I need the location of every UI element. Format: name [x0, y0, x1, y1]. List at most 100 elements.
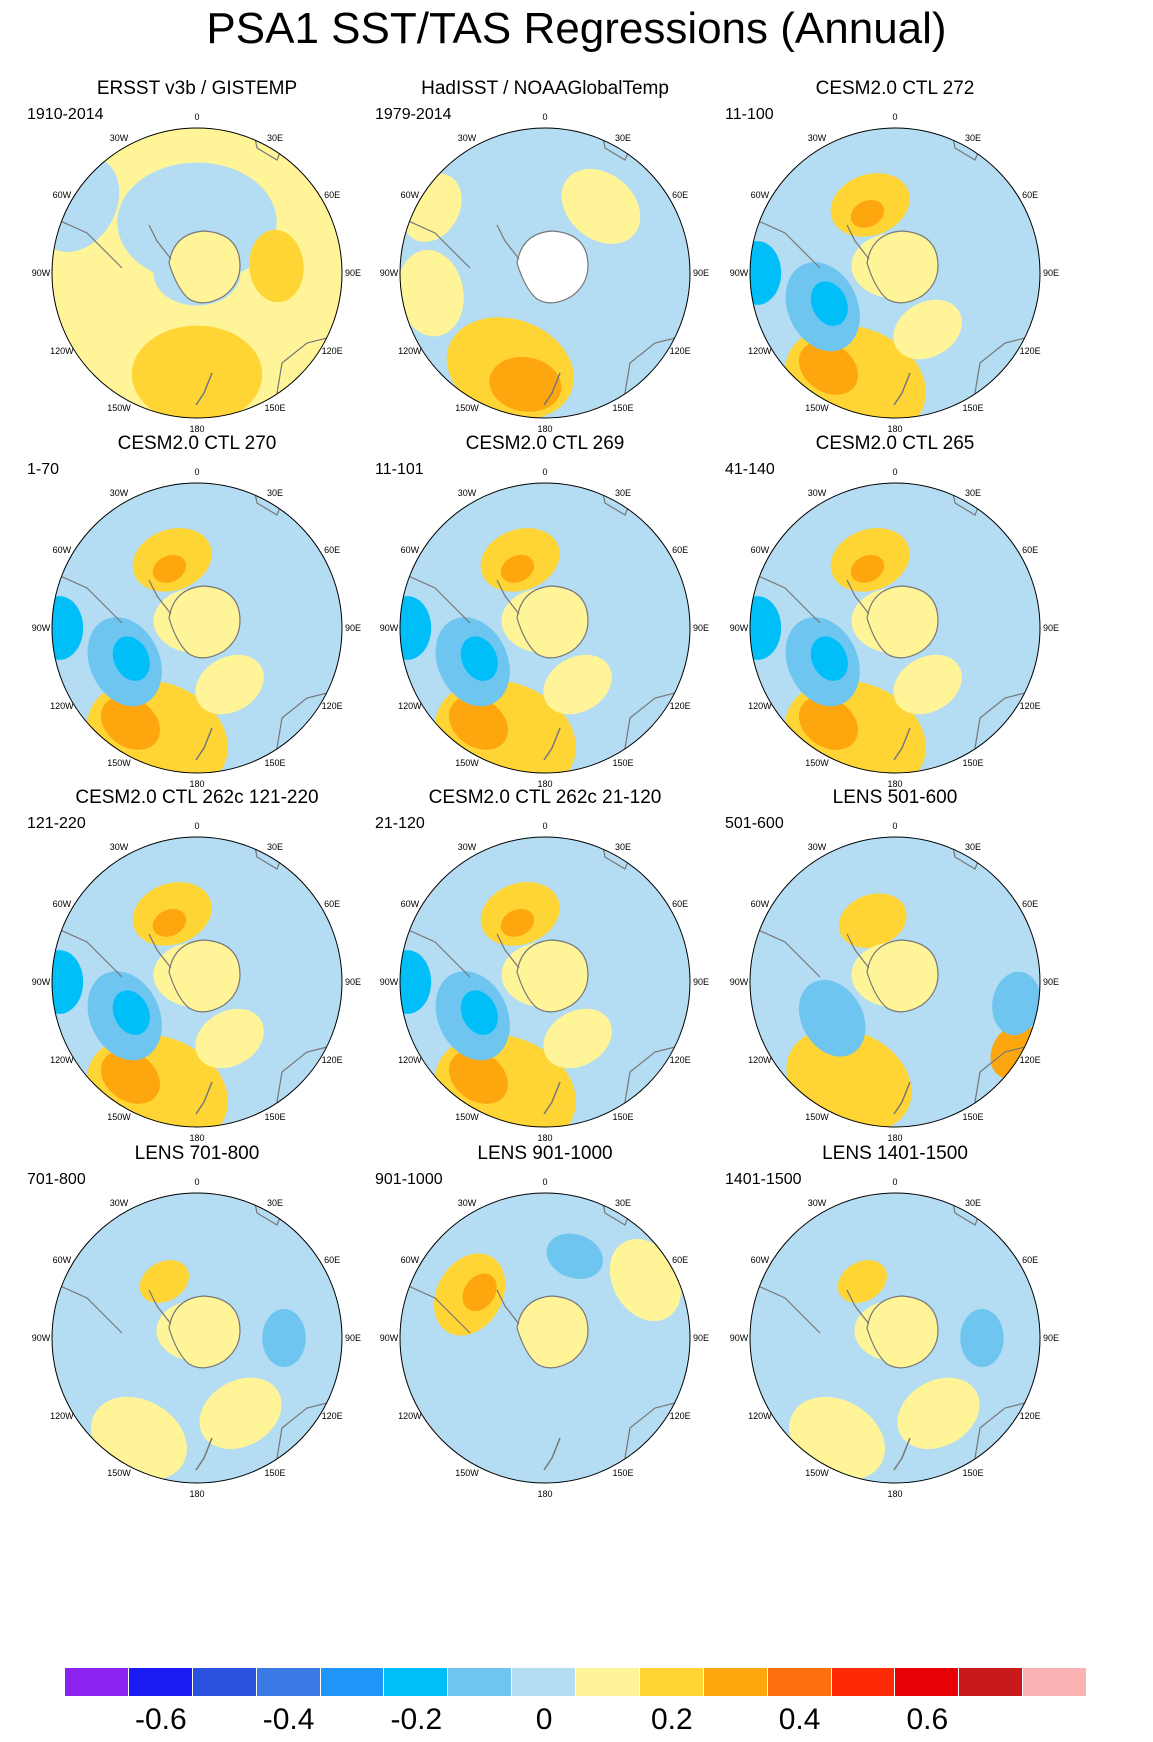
longitude-label: 120W: [398, 346, 422, 356]
longitude-label: 30W: [458, 133, 477, 143]
map-boundary: [399, 836, 691, 1128]
anomaly-region: [400, 950, 432, 1014]
coastline: [496, 579, 520, 615]
longitude-label: 120W: [50, 1411, 74, 1421]
longitude-label: 0: [194, 112, 199, 122]
longitude-label: 150W: [805, 403, 829, 413]
coastline: [148, 933, 172, 969]
coastline: [400, 214, 471, 269]
map-panel: 0 30E 60E 90E 120E 150E 180 150W 120W 90W 60W 30W CE…: [7, 432, 387, 827]
map-panel: 0 30E 60E 90E 120E 150E 180 150W 120W 90W 60W 30W CE…: [705, 77, 1085, 472]
anomaly-region: [460, 990, 498, 1035]
longitude-label: 150E: [962, 1468, 983, 1478]
colorbar-swatch: [895, 1668, 960, 1696]
longitude-label: 180: [189, 424, 204, 434]
coastline: [846, 579, 870, 615]
anomaly-region: [500, 554, 535, 583]
longitude-label: 150W: [805, 1112, 829, 1122]
coastline: [496, 933, 520, 969]
longitude-label: 30E: [267, 488, 283, 498]
colorbar-swatch: [448, 1668, 513, 1696]
colorbar-swatch: [639, 1668, 704, 1696]
anomaly-region: [850, 554, 885, 583]
coastline: [893, 727, 911, 761]
anomaly-region: [400, 596, 432, 660]
map-boundary: [51, 1192, 343, 1484]
colorbar-swatch: [192, 1668, 257, 1696]
anomaly-region: [448, 1050, 508, 1104]
polar-map: 0 30E 60E 90E 120E 150E 180 150W 120W 90W 60W 30W: [32, 467, 361, 789]
longitude-label: 90E: [1043, 977, 1059, 987]
longitude-label: 30W: [458, 1198, 477, 1208]
longitude-label: 150E: [612, 1112, 633, 1122]
panel-period: 41-140: [725, 461, 775, 478]
coastline: [750, 214, 821, 269]
longitude-label: 30E: [965, 842, 981, 852]
longitude-label: 30W: [110, 1198, 129, 1208]
longitude-label: 60E: [1022, 190, 1038, 200]
longitude-label: 150E: [264, 758, 285, 768]
anomaly-region: [798, 341, 858, 395]
map-boundary: [399, 127, 691, 419]
longitude-label: 30W: [808, 842, 827, 852]
panel-title: CESM2.0 CTL 262c 121-220: [75, 787, 319, 808]
longitude-label: 30W: [808, 133, 827, 143]
longitude-label: 150E: [962, 403, 983, 413]
map-panel: 0 30E 60E 90E 120E 150E 180 150W 120W 90W 60W 30W ER…: [7, 77, 387, 472]
polar-map: 0 30E 60E 90E 120E 150E 180 150W 120W 90W 60W 30W: [32, 821, 361, 1143]
longitude-label: 90E: [345, 268, 361, 278]
anomaly-region: [400, 249, 464, 337]
longitude-label: 150W: [107, 758, 131, 768]
coastline: [496, 1289, 520, 1325]
anomaly-region: [897, 1377, 980, 1450]
longitude-label: 150W: [107, 403, 131, 413]
polar-map: 0 30E 60E 90E 120E 150E 180 150W 120W 90W 60W 30W: [32, 112, 361, 434]
coastline: [893, 1437, 911, 1471]
longitude-label: 30W: [808, 488, 827, 498]
coastline: [400, 923, 471, 978]
longitude-label: 150E: [612, 1468, 633, 1478]
panel-title: LENS 501-600: [832, 787, 958, 808]
longitude-label: 60W: [401, 190, 420, 200]
colorbar-label: -0.2: [390, 1703, 443, 1736]
longitude-label: 90W: [730, 1333, 749, 1343]
longitude-label: 30W: [458, 842, 477, 852]
longitude-label: 150W: [805, 1468, 829, 1478]
longitude-label: 30E: [267, 133, 283, 143]
coastline: [543, 1081, 561, 1115]
longitude-label: 30E: [965, 133, 981, 143]
longitude-label: 0: [542, 112, 547, 122]
longitude-label: 0: [542, 821, 547, 831]
longitude-label: 180: [887, 779, 902, 789]
antarctica-outline: [168, 1295, 241, 1369]
panel-title: CESM2.0 CTL 269: [465, 433, 625, 454]
anomaly-region: [100, 1050, 160, 1104]
antarctica-outline: [516, 1295, 589, 1369]
coastline: [750, 1279, 821, 1334]
coastline: [195, 1081, 213, 1115]
longitude-label: 0: [892, 112, 897, 122]
panel-period: 701-800: [27, 1171, 86, 1188]
longitude-label: 90E: [1043, 1333, 1059, 1343]
longitude-label: 120W: [50, 701, 74, 711]
longitude-label: 0: [194, 467, 199, 477]
antarctica-outline: [866, 230, 939, 304]
anomaly-region: [199, 1377, 282, 1450]
anomaly-region: [52, 596, 84, 660]
longitude-label: 180: [887, 424, 902, 434]
longitude-label: 60E: [324, 899, 340, 909]
longitude-label: 60E: [1022, 899, 1038, 909]
longitude-label: 150W: [805, 758, 829, 768]
anomaly-region: [112, 990, 150, 1035]
anomaly-region: [460, 636, 498, 681]
longitude-label: 180: [887, 1489, 902, 1499]
coastline: [195, 727, 213, 761]
map-boundary: [399, 482, 691, 774]
colorbar-label: 0.4: [778, 1703, 821, 1736]
longitude-label: 0: [542, 467, 547, 477]
longitude-label: 120W: [50, 346, 74, 356]
longitude-label: 120E: [1020, 701, 1041, 711]
anomaly-region: [195, 654, 264, 715]
anomaly-region: [750, 241, 782, 305]
map-boundary: [51, 482, 343, 774]
